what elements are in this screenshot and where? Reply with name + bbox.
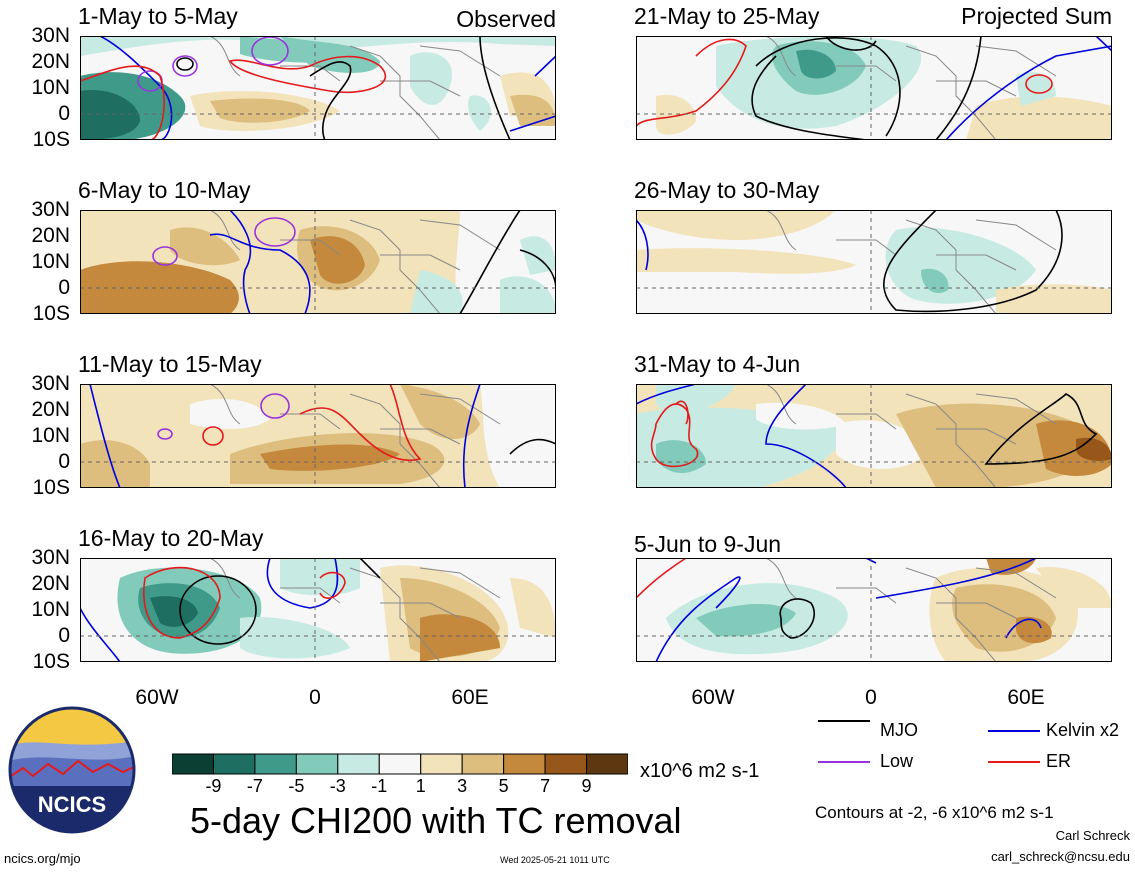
- colorbar-swatch: [254, 753, 297, 775]
- colorbar-swatch: [378, 753, 422, 775]
- lat-label: 10S: [32, 476, 70, 499]
- timestamp: Wed 2025-05-21 1011 UTC: [500, 855, 610, 865]
- colorbar-swatch: [295, 753, 339, 775]
- map-panel-8: [636, 558, 1112, 662]
- panel-title-7: 31-May to 4-Jun: [634, 351, 801, 377]
- panel-title-3: 11-May to 15-May: [78, 351, 262, 377]
- colorbar-swatch: [172, 753, 214, 775]
- colorbar-tick: -3: [329, 776, 346, 796]
- lon-label-0-left: 0: [309, 686, 321, 709]
- lat-label: 20N: [31, 398, 70, 421]
- lat-label: 30N: [31, 198, 70, 221]
- main-title: 5-day CHI200 with TC removal: [190, 800, 682, 841]
- colorbar-tick: 5: [498, 776, 509, 796]
- lat-label: 10S: [32, 128, 70, 151]
- contour-note: Contours at -2, -6 x10^6 m2 s-1: [815, 803, 1054, 822]
- panel-title-1: 1-May to 5-May: [78, 3, 238, 29]
- map-panel-2: [80, 210, 556, 314]
- lat-label: 20N: [31, 50, 70, 73]
- lat-label: 0: [58, 450, 70, 473]
- lat-label: 0: [58, 624, 70, 647]
- colorbar-swatch: [503, 753, 546, 775]
- colorbar-swatch: [212, 753, 256, 775]
- legend-label-low: Low: [880, 751, 914, 771]
- lat-label: 10N: [31, 598, 70, 621]
- projected-label: Projected Sum: [961, 3, 1112, 29]
- email: carl_schreck@ncsu.edu: [991, 849, 1130, 864]
- colorbar: [172, 753, 628, 775]
- panel-title-4: 16-May to 20-May: [78, 525, 264, 551]
- logo-text: NCICS: [38, 792, 106, 817]
- lat-label: 0: [58, 276, 70, 299]
- colorbar-swatch: [337, 753, 380, 775]
- map-panel-7: [636, 384, 1112, 488]
- colorbar-swatch: [420, 753, 463, 775]
- site-url: ncics.org/mjo: [4, 851, 81, 866]
- ncics-logo: NCICS: [8, 706, 136, 834]
- lat-label: 10N: [31, 424, 70, 447]
- colorbar-tick: 1: [415, 776, 426, 796]
- lat-label: 30N: [31, 372, 70, 395]
- map-panel-3: [80, 384, 556, 488]
- colorbar-tick: 9: [581, 776, 592, 796]
- colorbar-swatch: [461, 753, 505, 775]
- panel-title-6: 26-May to 30-May: [634, 177, 820, 203]
- colorbar-units: x10^6 m2 s-1: [640, 760, 760, 782]
- map-panel-5: [636, 36, 1112, 140]
- colorbar-tick: -1: [371, 776, 388, 796]
- panel-title-5: 21-May to 25-May: [634, 3, 820, 29]
- panel-title-8: 5-Jun to 9-Jun: [634, 531, 782, 557]
- lon-label-0-right: 0: [865, 686, 877, 709]
- legend-label-er: ER: [1046, 751, 1072, 771]
- lat-label: 10S: [32, 650, 70, 673]
- lon-label-60e-right: 60E: [1007, 686, 1045, 709]
- lon-label-60e-left: 60E: [451, 686, 489, 709]
- legend-line-low: [818, 761, 870, 763]
- legend-label-mjo: MJO: [880, 720, 918, 740]
- map-panel-6: [636, 210, 1112, 314]
- lat-label: 0: [58, 102, 70, 125]
- legend-label-kelvin: Kelvin x2: [1046, 720, 1120, 740]
- lat-label: 30N: [31, 24, 70, 47]
- lat-label: 10S: [32, 302, 70, 325]
- colorbar-tick: -9: [205, 776, 222, 796]
- colorbar-tick: 7: [540, 776, 551, 796]
- colorbar-tick: 3: [457, 776, 468, 796]
- legend-line-er: [988, 761, 1040, 763]
- lat-label: 10N: [31, 250, 70, 273]
- lat-label: 30N: [31, 546, 70, 569]
- colorbar-tick: -5: [288, 776, 305, 796]
- observed-label: Observed: [456, 6, 556, 32]
- legend-line-mjo: [818, 720, 870, 722]
- legend-line-kelvin: [988, 730, 1040, 732]
- colorbar-tick: -7: [246, 776, 263, 796]
- map-panel-4: [80, 558, 556, 662]
- author: Carl Schreck: [1055, 828, 1130, 843]
- colorbar-swatch: [586, 753, 628, 775]
- lat-label: 20N: [31, 224, 70, 247]
- lat-label: 10N: [31, 76, 70, 99]
- lat-label: 20N: [31, 572, 70, 595]
- colorbar-swatch: [544, 753, 588, 775]
- lon-label-60w-right: 60W: [691, 686, 735, 709]
- map-panel-1: [80, 36, 556, 140]
- lon-label-60w-left: 60W: [135, 686, 179, 709]
- panel-title-2: 6-May to 10-May: [78, 177, 251, 203]
